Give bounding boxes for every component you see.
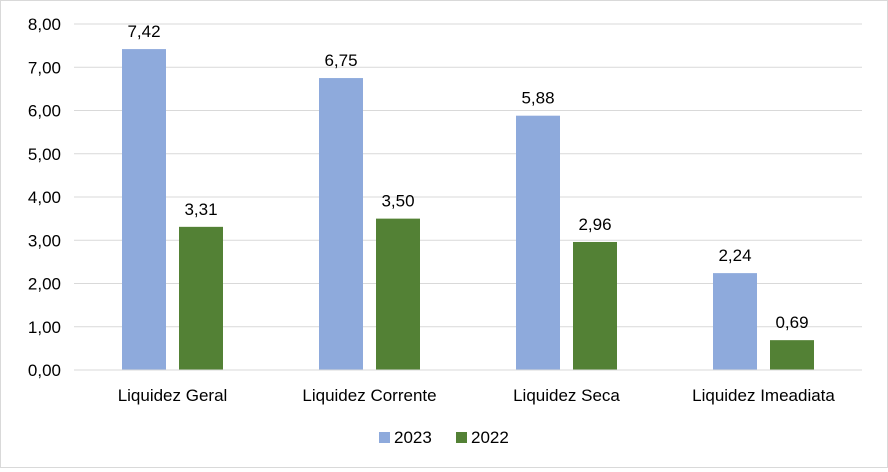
y-tick-label: 1,00 [28,318,61,337]
bar-2022 [179,226,223,370]
y-tick-label: 5,00 [28,145,61,164]
data-label: 3,31 [184,200,217,219]
data-label: 7,42 [127,22,160,41]
bar-2022 [770,340,814,370]
x-tick-label: Liquidez Seca [513,386,620,405]
y-tick-label: 8,00 [28,15,61,34]
y-axis: 0,00 1,00 2,00 3,00 4,00 5,00 6,00 7,00 8,00 [28,15,61,380]
bar-2023 [122,49,166,371]
y-tick-label: 6,00 [28,102,61,121]
bar-2023 [516,115,560,370]
y-tick-label: 0,00 [28,361,61,380]
bar-2022 [573,241,617,370]
legend: 2023 2022 [379,428,509,447]
x-tick-label: Liquidez Imeadiata [692,386,835,405]
data-label: 2,24 [718,246,751,265]
y-tick-label: 4,00 [28,188,61,207]
y-tick-label: 2,00 [28,275,61,294]
legend-label: 2023 [394,428,432,447]
x-tick-label: Liquidez Geral [118,386,228,405]
bars [122,49,814,371]
data-label: 6,75 [324,51,357,70]
x-tick-label: Liquidez Corrente [302,386,436,405]
data-labels: 7,42 3,31 6,75 3,50 5,88 2,96 2,24 0,69 [127,22,808,332]
legend-label: 2022 [471,428,509,447]
data-label: 5,88 [521,89,554,108]
legend-swatch [379,432,390,443]
y-tick-label: 7,00 [28,58,61,77]
legend-swatch [456,432,467,443]
data-label: 0,69 [775,313,808,332]
data-label: 2,96 [578,215,611,234]
x-axis: Liquidez Geral Liquidez Corrente Liquidez … [74,369,862,405]
bar-2023 [319,78,363,370]
data-label: 3,50 [381,192,414,211]
bar-2022 [376,218,420,370]
bar-2023 [713,273,757,370]
y-tick-label: 3,00 [28,231,61,250]
